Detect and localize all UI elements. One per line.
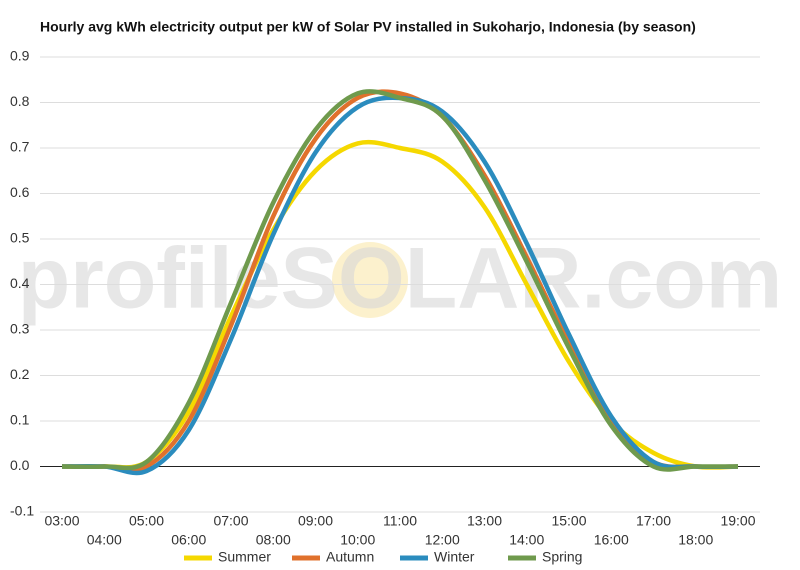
watermark-sun — [332, 242, 408, 318]
y-tick-label: 0.5 — [10, 230, 30, 246]
x-tick-label: 19:00 — [720, 513, 755, 529]
x-tick-label: 13:00 — [467, 513, 502, 529]
legend-label: Winter — [434, 549, 475, 565]
x-tick-label: 17:00 — [636, 513, 671, 529]
x-tick-label: 14:00 — [509, 532, 544, 548]
x-tick-label: 09:00 — [298, 513, 333, 529]
chart-title: Hourly avg kWh electricity output per kW… — [40, 19, 696, 35]
series-line — [61, 89, 738, 472]
legend-label: Spring — [542, 549, 582, 565]
y-tick-label: -0.1 — [10, 503, 34, 519]
x-tick-label: 11:00 — [383, 513, 417, 529]
x-tick-label: 04:00 — [87, 532, 122, 548]
x-tick-label: 08:00 — [256, 532, 291, 548]
series-line — [62, 89, 739, 473]
x-tick-label: 10:00 — [340, 532, 375, 548]
x-tick-label: 03:00 — [44, 513, 79, 529]
y-tick-label: 0.4 — [10, 275, 30, 291]
y-tick-label: 0.3 — [10, 321, 30, 337]
y-tick-label: 0.8 — [10, 93, 30, 109]
watermark: profileSOLAR.com — [18, 231, 783, 327]
x-tick-label: 15:00 — [551, 513, 586, 529]
y-tick-label: 0.1 — [10, 412, 30, 428]
x-tick-label: 12:00 — [425, 532, 460, 548]
y-tick-label: 0.2 — [10, 366, 30, 382]
y-tick-label: 0.9 — [10, 48, 30, 64]
legend-label: Autumn — [326, 549, 374, 565]
legend-label: Summer — [218, 549, 271, 565]
y-tick-label: 0.7 — [10, 139, 30, 155]
x-tick-label: 07:00 — [213, 513, 248, 529]
y-tick-label: 0.0 — [10, 457, 30, 473]
x-tick-label: 05:00 — [129, 513, 164, 529]
x-tick-label: 16:00 — [594, 532, 629, 548]
x-tick-label: 18:00 — [678, 532, 713, 548]
y-tick-label: 0.6 — [10, 184, 30, 200]
x-tick-label: 06:00 — [171, 532, 206, 548]
